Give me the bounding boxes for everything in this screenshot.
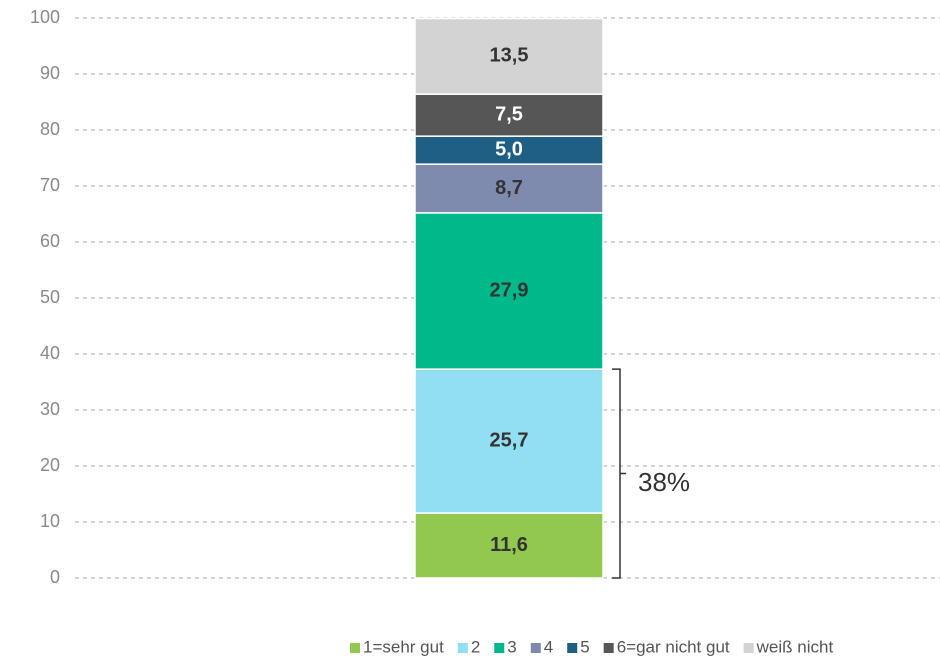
bar-segment — [414, 512, 604, 579]
y-tick-label: 90 — [40, 63, 60, 83]
legend-label: 2 — [471, 637, 480, 656]
y-tick-label: 100 — [30, 7, 60, 27]
bar-segment — [414, 163, 604, 214]
value-label: 7,5 — [495, 103, 523, 125]
value-label: 13,5 — [490, 45, 529, 67]
bar-segment — [414, 212, 604, 370]
value-label: 27,9 — [490, 279, 529, 301]
y-tick-label: 40 — [40, 343, 60, 363]
legend-label: 4 — [544, 637, 553, 656]
y-tick-label: 0 — [50, 567, 60, 587]
legend-swatch — [350, 643, 360, 653]
legend-swatch — [530, 643, 541, 653]
legend-swatch — [457, 643, 468, 653]
y-tick-label: 20 — [40, 455, 60, 475]
y-tick-label: 30 — [40, 399, 60, 419]
bar-segment — [414, 17, 604, 95]
legend-swatch — [567, 643, 578, 653]
y-tick-label: 60 — [40, 231, 60, 251]
legend-label: 1=sehr gut — [363, 637, 444, 656]
y-tick-label: 70 — [40, 175, 60, 195]
legend-label: 6=gar nicht gut — [617, 637, 730, 656]
bracket — [612, 368, 626, 579]
legend-label: 3 — [507, 637, 516, 656]
value-label: 5,0 — [495, 138, 523, 160]
value-label: 8,7 — [495, 177, 523, 199]
legend-swatch — [603, 643, 614, 653]
y-tick-label: 50 — [40, 287, 60, 307]
bar-segment — [414, 135, 604, 165]
legend-swatch — [494, 643, 505, 653]
legend-swatch — [743, 643, 754, 653]
legend-label: weiß nicht — [756, 637, 834, 656]
value-label: 25,7 — [490, 429, 529, 451]
legend-label: 5 — [580, 637, 589, 656]
y-tick-label: 80 — [40, 119, 60, 139]
bar-segment — [414, 368, 604, 514]
y-tick-label: 10 — [40, 511, 60, 531]
annotation: 38% — [638, 467, 690, 497]
value-label: 11,6 — [490, 534, 528, 556]
